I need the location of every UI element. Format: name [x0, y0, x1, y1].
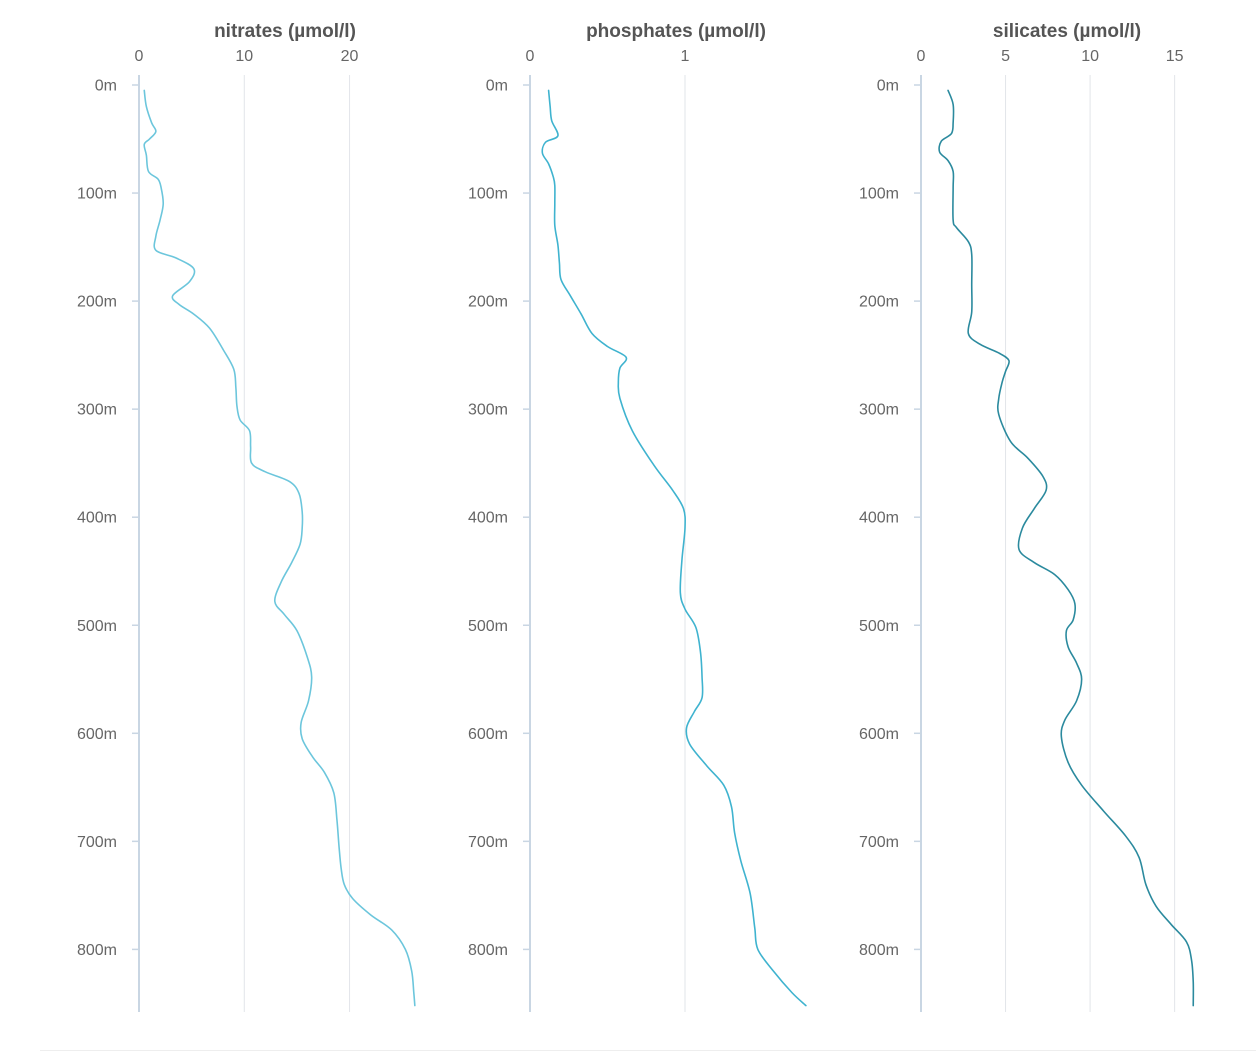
y-tick-label: 500m — [468, 618, 508, 635]
x-tick-label: 10 — [1081, 48, 1099, 65]
y-tick-label: 500m — [859, 618, 899, 635]
x-tick-label: 0 — [135, 48, 144, 65]
series-line — [143, 89, 416, 1007]
y-tick-label: 100m — [859, 186, 899, 203]
y-tick-label: 200m — [468, 294, 508, 311]
x-tick-label: 20 — [341, 48, 359, 65]
y-tick-label: 400m — [77, 510, 117, 527]
chart-panel: nitrates (µmol/l)0 10 200m100m200m300m400m… — [77, 21, 416, 1012]
y-tick-label: 300m — [859, 402, 899, 419]
footer-divider — [40, 1050, 1256, 1051]
x-tick-label: 0 — [526, 48, 535, 65]
y-tick-label: 700m — [468, 834, 508, 851]
x-tick-label: 10 — [235, 48, 253, 65]
series-line — [541, 89, 807, 1007]
y-tick-label: 700m — [77, 834, 117, 851]
y-tick-label: 0m — [95, 78, 117, 95]
x-tick-label: 1 — [681, 48, 690, 65]
y-tick-label: 0m — [486, 78, 508, 95]
x-tick-label: 0 — [917, 48, 926, 65]
y-tick-label: 800m — [859, 942, 899, 959]
x-tick-label: 5 — [1001, 48, 1010, 65]
chart-panel: phosphates (µmol/l) 0 1 0m 100m 200m 300m 400m 5… — [468, 21, 807, 1012]
y-tick-label: 600m — [468, 726, 508, 743]
y-tick-label: 600m — [859, 726, 899, 743]
y-tick-label: 100m — [468, 186, 508, 203]
y-tick-label: 400m — [859, 510, 899, 527]
series-line — [938, 89, 1195, 1007]
y-tick-label: 600m — [77, 726, 117, 743]
panel-title: silicates (µmol/l) — [993, 21, 1141, 42]
y-tick-label: 800m — [468, 942, 508, 959]
y-tick-label: 100m — [77, 186, 117, 203]
y-tick-label: 800m — [77, 942, 117, 959]
y-tick-label: 200m — [77, 294, 117, 311]
x-tick-label: 15 — [1166, 48, 1184, 65]
y-tick-label: 700m — [859, 834, 899, 851]
y-tick-label: 200m — [859, 294, 899, 311]
panel-title: nitrates (µmol/l) — [214, 21, 356, 42]
y-tick-label: 300m — [468, 402, 508, 419]
panel-title: phosphates (µmol/l) — [586, 21, 766, 42]
y-tick-label: 400m — [468, 510, 508, 527]
y-tick-label: 300m — [77, 402, 117, 419]
chart-panel: silicates (µmol/l) 0 5 10 15 0m 100m 200m 300m 40… — [859, 21, 1195, 1012]
y-tick-label: 0m — [877, 78, 899, 95]
y-tick-label: 500m — [77, 618, 117, 635]
